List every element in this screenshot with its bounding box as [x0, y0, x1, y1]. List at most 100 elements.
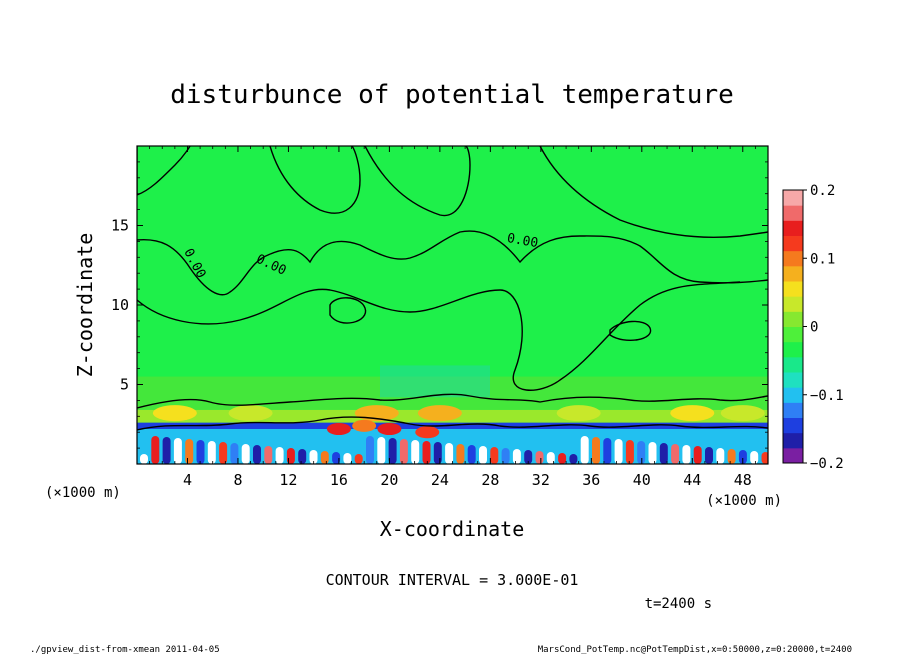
- field-blob: [354, 454, 363, 464]
- field-blob: [377, 437, 386, 464]
- field-blob: [603, 438, 612, 464]
- field-blob: [228, 405, 273, 422]
- field-blob: [411, 440, 420, 464]
- field-blob: [670, 405, 715, 422]
- field-blob: [580, 436, 589, 464]
- field-blob: [556, 405, 601, 422]
- colorbar-swatch: [783, 326, 803, 343]
- footer-right: MarsCond_PotTemp.nc@PotTempDist,x=0:5000…: [538, 645, 852, 654]
- field-blob: [388, 438, 397, 464]
- colorbar-swatch: [783, 417, 803, 434]
- x-tick-label: 40: [633, 471, 651, 489]
- colorbar-swatch: [783, 402, 803, 418]
- field-blob: [140, 454, 148, 464]
- field-blob: [535, 451, 544, 464]
- colorbar-tick-label: 0: [810, 320, 818, 336]
- x-unit-right: (×1000 m): [706, 493, 782, 509]
- x-tick-label: 24: [431, 471, 449, 489]
- field-blob: [546, 452, 555, 464]
- field-blob: [433, 442, 442, 464]
- contour-interval: CONTOUR INTERVAL = 3.000E-01: [326, 571, 579, 589]
- field-blob: [417, 405, 462, 422]
- field-blob: [162, 437, 171, 464]
- y-axis-label: Z-coordinate: [73, 233, 97, 378]
- field-blob: [332, 452, 341, 464]
- y-tick-label: 10: [111, 296, 129, 314]
- field-blob: [377, 423, 402, 436]
- colorbar-swatch: [783, 447, 803, 464]
- field-blob: [207, 441, 216, 464]
- field-blob: [512, 449, 521, 464]
- colorbar-swatch: [783, 265, 803, 282]
- contour-line: [539, 146, 768, 238]
- plot-area: 0.000.000.00: [137, 146, 768, 464]
- field-blob: [716, 448, 725, 464]
- contour-line: [364, 146, 471, 217]
- field-blob: [524, 450, 533, 464]
- contour-line: [269, 146, 361, 214]
- field-blob: [761, 452, 768, 464]
- field-blob: [501, 448, 510, 464]
- field-blob: [720, 405, 765, 422]
- field-blob: [659, 443, 668, 464]
- field-blob: [727, 449, 736, 464]
- colorbar-swatch: [783, 372, 803, 388]
- colorbar-tick-label: 0.1: [810, 251, 835, 267]
- footer-left: ./gpview_dist-from-xmean 2011-04-05: [30, 645, 220, 654]
- field-blob: [648, 442, 657, 464]
- y-tick-label: 5: [120, 376, 129, 394]
- x-tick-label: 28: [481, 471, 499, 489]
- field-blob: [422, 441, 431, 464]
- colorbar-swatch: [783, 296, 803, 312]
- field-blob: [625, 440, 634, 464]
- field-blob: [738, 450, 747, 464]
- field-blob: [445, 443, 454, 464]
- contour-line: [609, 320, 652, 342]
- colorbar-tick-label: −0.1: [810, 388, 844, 404]
- x-tick-label: 12: [279, 471, 297, 489]
- field-blob: [569, 454, 578, 464]
- field-blob: [264, 446, 273, 464]
- colorbar-swatch: [783, 190, 803, 206]
- field-blob: [479, 446, 487, 464]
- colorbar-swatch: [783, 205, 803, 221]
- x-tick-label: 48: [734, 471, 752, 489]
- field-blobs: [137, 365, 768, 464]
- field-blob: [253, 445, 261, 464]
- contour-line: [137, 230, 768, 296]
- colorbar-swatch: [783, 356, 803, 373]
- field-blob: [693, 446, 702, 464]
- field-blob: [490, 447, 499, 464]
- colorbar-swatch: [783, 281, 803, 297]
- field-blob: [366, 436, 374, 464]
- x-axis-label: X-coordinate: [380, 517, 525, 541]
- contour-line: [137, 416, 768, 431]
- colorbar-swatch: [783, 387, 803, 403]
- colorbar-swatch: [783, 220, 803, 236]
- x-tick-label: 16: [330, 471, 348, 489]
- field-blob: [275, 447, 284, 464]
- field-blob: [298, 449, 307, 464]
- field-blob: [196, 440, 205, 464]
- field-blob: [399, 439, 408, 464]
- x-tick-label: 8: [233, 471, 242, 489]
- x-unit-left: (×1000 m): [45, 485, 121, 501]
- field-blob: [637, 441, 646, 464]
- field-blob: [309, 450, 318, 464]
- contour-line: [137, 393, 768, 409]
- field-blob: [558, 453, 567, 464]
- field-blob: [592, 437, 600, 464]
- field-blob: [152, 405, 197, 422]
- field-blob: [671, 444, 680, 464]
- field-blob: [326, 423, 351, 436]
- field-blob: [219, 442, 228, 464]
- x-tick-label: 36: [582, 471, 600, 489]
- field-blob: [415, 426, 440, 439]
- contour-lines: [137, 146, 768, 431]
- colorbar-ticks: 0.2 0.1 0 −0.1 −0.2: [803, 183, 844, 472]
- colorbar-swatch: [783, 432, 803, 449]
- field-layer: [380, 365, 490, 398]
- chart-title: disturbunce of potential temperature: [170, 80, 734, 110]
- colorbar: [783, 190, 803, 464]
